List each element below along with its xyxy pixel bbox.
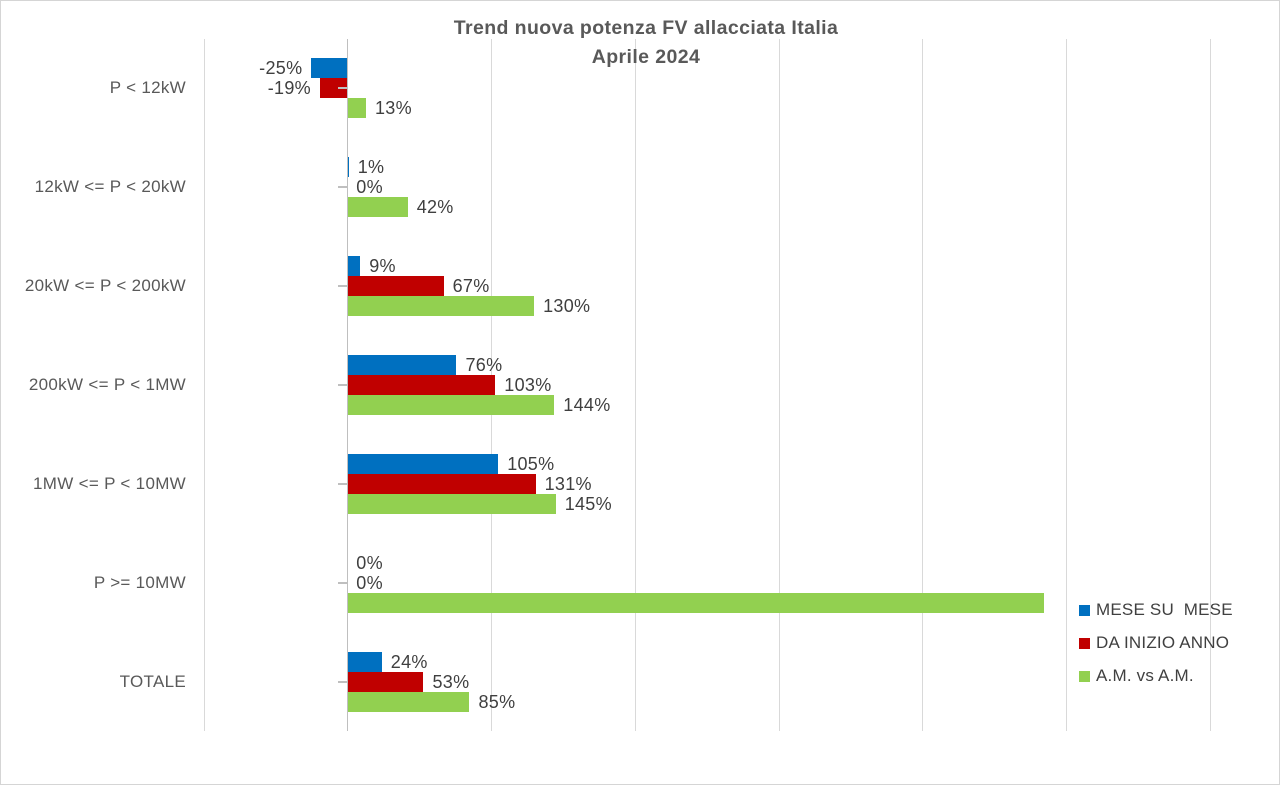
bar-a-m-vs-a-m- — [347, 197, 408, 218]
bar-a-m-vs-a-m- — [347, 296, 535, 317]
legend: MESE SU MESE DA INIZIO ANNO A.M. vs A.M. — [1079, 599, 1233, 698]
value-label: 0% — [356, 552, 383, 573]
bar-a-m-vs-a-m- — [347, 493, 556, 514]
value-label: 13% — [375, 98, 412, 119]
value-label: 42% — [416, 197, 454, 218]
bar-a-m-vs-a-m- — [347, 395, 555, 415]
bar-da-inizio-anno — [347, 276, 444, 297]
legend-label: DA INIZIO ANNO — [1096, 633, 1230, 652]
value-label: 0% — [356, 572, 383, 593]
value-label: -25% — [259, 58, 303, 79]
value-label: 130% — [543, 296, 591, 317]
axis-tick — [338, 285, 348, 288]
category-label: 200kW <= P < 1MW — [28, 375, 186, 394]
value-label: 0% — [356, 177, 383, 198]
legend-item: MESE SU MESE — [1079, 599, 1233, 621]
legend-item: DA INIZIO ANNO — [1079, 632, 1233, 654]
value-label: 131% — [544, 473, 592, 494]
bar-da-inizio-anno — [347, 375, 496, 395]
value-label: 24% — [390, 651, 428, 672]
bar-mese-su-mese — [347, 453, 499, 474]
legend-item: A.M. vs A.M. — [1079, 665, 1233, 687]
axis-tick — [338, 680, 348, 683]
gridline — [922, 39, 924, 731]
bar-mese-su-mese — [311, 58, 348, 79]
category-label: TOTALE — [119, 671, 186, 691]
category-label: P < 12kW — [109, 78, 186, 98]
axis-tick — [338, 87, 348, 90]
y-axis-line — [347, 39, 349, 731]
legend-label: A.M. vs A.M. — [1096, 666, 1194, 685]
bar-mese-su-mese — [347, 355, 457, 375]
value-label: 85% — [478, 691, 516, 712]
chart-title: Trend nuova potenza FV allacciata Italia — [453, 17, 839, 39]
bar-da-inizio-anno — [347, 473, 536, 494]
legend-marker-icon — [1079, 637, 1090, 649]
axis-tick — [338, 581, 348, 584]
gridline — [203, 39, 205, 731]
value-label: 67% — [452, 276, 490, 297]
value-label: 9% — [369, 256, 396, 277]
axis-tick — [338, 482, 348, 485]
value-label: 103% — [504, 375, 552, 395]
chart-title-block: Trend nuova potenza FV allacciata Italia… — [1, 14, 1279, 72]
legend-label: MESE SU MESE — [1096, 600, 1233, 619]
gridline — [1209, 39, 1211, 731]
chart-subtitle: Aprile 2024 — [591, 46, 701, 68]
bar-da-inizio-anno — [347, 671, 424, 692]
value-label: 76% — [465, 355, 503, 375]
gridline — [778, 39, 780, 731]
legend-marker-icon — [1079, 604, 1090, 616]
category-label: 1MW <= P < 10MW — [33, 473, 186, 493]
category-label: 20kW <= P < 200kW — [24, 276, 186, 296]
value-label: 145% — [564, 493, 612, 514]
legend-marker-icon — [1079, 670, 1090, 682]
bar-a-m-vs-a-m- — [347, 592, 1045, 613]
gridline — [1065, 39, 1067, 731]
axis-tick — [338, 384, 348, 386]
bar-a-m-vs-a-m- — [347, 98, 366, 119]
category-label: 12kW <= P < 20kW — [34, 177, 186, 197]
bar-a-m-vs-a-m- — [347, 691, 470, 712]
value-label: 1% — [357, 157, 385, 178]
bar-mese-su-mese — [347, 651, 382, 672]
value-label: 105% — [507, 453, 555, 474]
gridline — [634, 39, 636, 731]
axis-tick — [338, 186, 348, 189]
value-label: 144% — [563, 395, 611, 415]
bar-da-inizio-anno — [320, 78, 348, 99]
category-label: P >= 10MW — [93, 572, 186, 592]
value-label: 53% — [432, 671, 470, 692]
bar-mese-su-mese — [347, 256, 361, 277]
value-label: -19% — [267, 78, 311, 99]
